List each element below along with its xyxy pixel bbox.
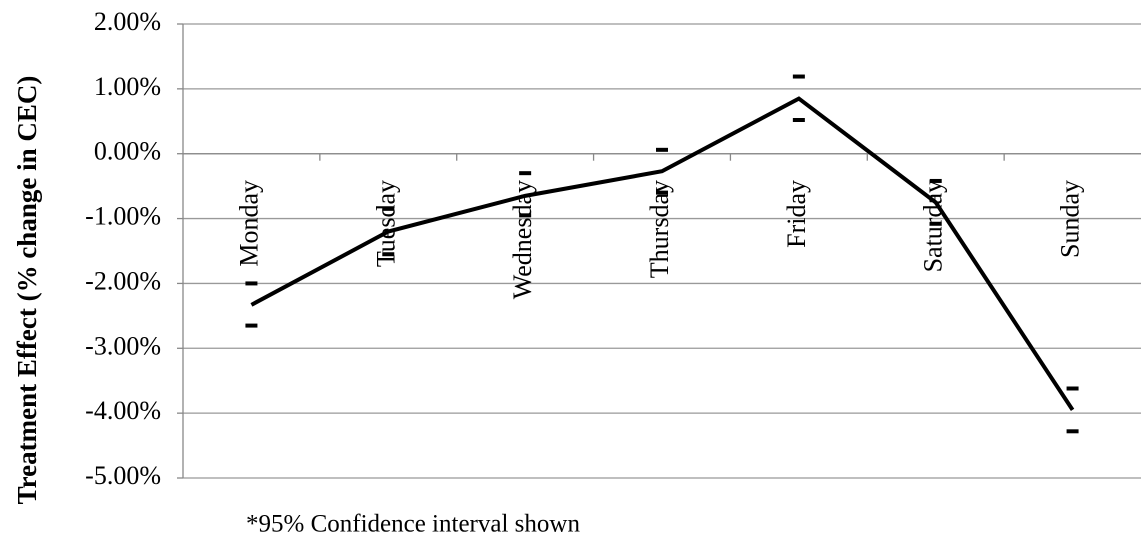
footnote: *95% Confidence interval shown (246, 511, 580, 538)
x-tick-label: Sunday (1056, 180, 1085, 258)
y-tick-label: -1.00% (85, 202, 161, 231)
y-tick-label: 2.00% (94, 7, 161, 36)
y-tick-label: 1.00% (94, 72, 161, 101)
x-tick-label: Monday (234, 180, 263, 267)
x-tick-label: Friday (782, 180, 811, 248)
y-tick-label: 0.00% (94, 137, 161, 166)
y-tick-label: -4.00% (85, 396, 161, 425)
y-tick-label: -2.00% (85, 266, 161, 295)
x-tick-label: Thursday (645, 180, 674, 278)
line (250, 96, 1075, 412)
y-axis-label: Treatment Effect (% change in CEC) (12, 76, 42, 505)
y-tick-label: -5.00% (85, 461, 161, 490)
y-tick-label: -3.00% (85, 331, 161, 360)
